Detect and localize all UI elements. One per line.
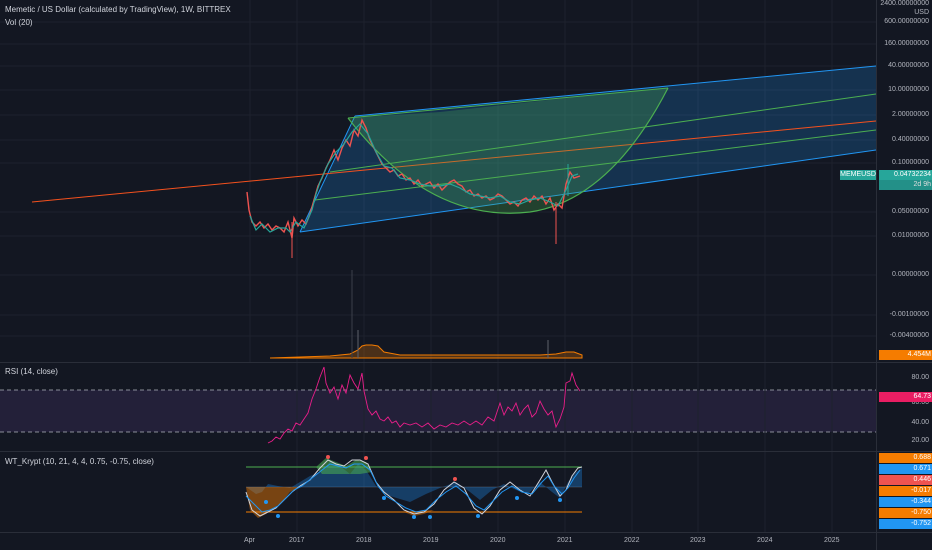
time-axis-label: 2022 xyxy=(624,537,640,544)
price-axis-label: 0.00000000 xyxy=(892,271,929,278)
wt-value-tag: -0.752 xyxy=(879,519,932,529)
rsi-pane[interactable]: RSI (14, close) xyxy=(0,363,876,451)
wt-signal-dot xyxy=(412,515,416,519)
wt-signal-dot xyxy=(364,456,368,460)
time-axis-label: 2020 xyxy=(490,537,506,544)
axis-corner xyxy=(876,533,932,550)
chart-title: Memetic / US Dollar (calculated by Tradi… xyxy=(5,5,231,14)
wt-value-tag: 0.688 xyxy=(879,453,932,463)
cup-arc-shape[interactable] xyxy=(347,87,669,214)
wt-krypt-axis[interactable]: 0.688 0.671 0.446 -0.017 -0.344 -0.750 -… xyxy=(876,452,932,532)
wt-signal-dot xyxy=(476,514,480,518)
rsi-axis-label: 20.00 xyxy=(911,437,929,444)
price-axis-label: 160.00000000 xyxy=(884,40,929,47)
price-candles[interactable] xyxy=(246,117,581,258)
price-axis-label: 0.01000000 xyxy=(892,232,929,239)
wt-value-tag: 0.446 xyxy=(879,475,932,485)
pane-separator[interactable] xyxy=(0,362,932,363)
countdown-tag: 2d 9h xyxy=(879,180,932,190)
rsi-line xyxy=(267,366,581,444)
time-axis-label: Apr xyxy=(244,537,255,544)
price-axis-label: 2.00000000 xyxy=(892,111,929,118)
time-axis-label: 2021 xyxy=(557,537,573,544)
pitchfork-channel[interactable] xyxy=(31,65,876,233)
wt-signal-dot xyxy=(276,514,280,518)
price-axis[interactable]: USD 2400.00000000 600.00000000 160.00000… xyxy=(876,0,932,362)
time-axis-label: 2024 xyxy=(757,537,773,544)
wt-signal-dot xyxy=(382,496,386,500)
rsi-axis-label: 80.00 xyxy=(911,374,929,381)
price-axis-label: 0.40000000 xyxy=(892,136,929,143)
wt-signal-dot xyxy=(558,498,562,502)
rsi-canvas xyxy=(0,363,876,451)
rsi-axis-label: 60.00 xyxy=(911,399,929,406)
time-axis[interactable]: Apr 2017 2018 2019 2020 2021 2022 2023 2… xyxy=(0,533,876,550)
axis-currency: USD xyxy=(914,9,929,16)
symbol-tag: MEMEUSD xyxy=(840,170,876,180)
rsi-axis[interactable]: 80.00 60.00 40.00 20.00 64.73 xyxy=(876,363,932,451)
rsi-axis-label: 40.00 xyxy=(911,419,929,426)
price-axis-label: 10.00000000 xyxy=(888,86,929,93)
wt-value-tag: 0.671 xyxy=(879,464,932,474)
time-axis-label: 2019 xyxy=(423,537,439,544)
price-axis-label: 0.10000000 xyxy=(892,159,929,166)
wt-signal-dot xyxy=(264,500,268,504)
wt-value-tag: -0.017 xyxy=(879,486,932,496)
time-axis-separator xyxy=(0,532,932,533)
wt-value-tag: -0.750 xyxy=(879,508,932,518)
last-price-tag: 0.04732234 xyxy=(879,170,932,180)
wt-signal-dot xyxy=(326,455,330,459)
price-axis-label: -0.00100000 xyxy=(889,311,929,318)
wt-krypt-pane[interactable]: WT_Krypt (10, 21, 4, 4, 0.75, -0.75, clo… xyxy=(0,452,876,532)
price-axis-label: 0.05000000 xyxy=(892,208,929,215)
price-chart-canvas[interactable] xyxy=(0,0,876,362)
volume-tag: 4.454M xyxy=(879,350,932,360)
time-axis-label: 2025 xyxy=(824,537,840,544)
price-axis-label: 2400.00000000 xyxy=(880,0,929,7)
pane-separator[interactable] xyxy=(0,451,932,452)
wt-signal-dot xyxy=(515,496,519,500)
wt-krypt-title: WT_Krypt (10, 21, 4, 4, 0.75, -0.75, clo… xyxy=(5,457,154,466)
time-axis-label: 2023 xyxy=(690,537,706,544)
price-axis-label: 40.00000000 xyxy=(888,62,929,69)
price-chart-pane[interactable]: Memetic / US Dollar (calculated by Tradi… xyxy=(0,0,876,362)
price-axis-label: 600.00000000 xyxy=(884,18,929,25)
volume-indicator-label: Vol (20) xyxy=(5,18,33,27)
wt-krypt-canvas xyxy=(245,452,833,532)
rsi-value-tag: 64.73 xyxy=(879,392,932,402)
wt-value-tag: -0.344 xyxy=(879,497,932,507)
price-axis-label: -0.00400000 xyxy=(889,332,929,339)
time-axis-label: 2018 xyxy=(356,537,372,544)
volume-series xyxy=(269,270,583,359)
wt-signal-dot xyxy=(428,515,432,519)
time-axis-label: 2017 xyxy=(289,537,305,544)
rsi-title: RSI (14, close) xyxy=(5,367,58,376)
wt-signal-dot xyxy=(453,477,457,481)
